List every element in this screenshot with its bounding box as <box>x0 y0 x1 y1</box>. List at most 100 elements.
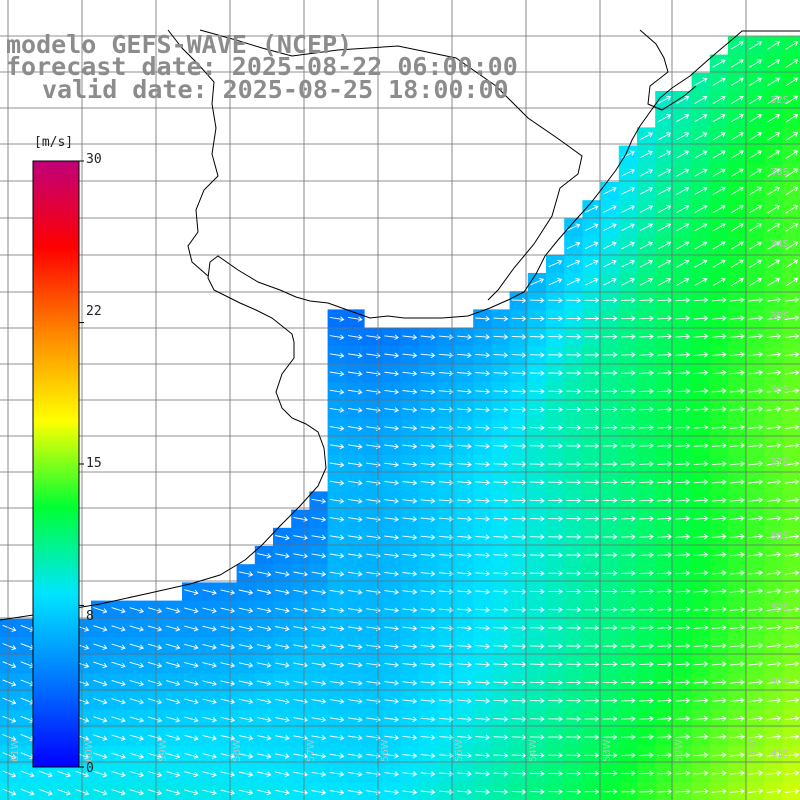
wind-arrow <box>438 534 454 540</box>
wind-arrow <box>675 734 691 740</box>
wind-arrow <box>548 443 563 449</box>
colorbar-tick-label: 30 <box>86 152 102 167</box>
wind-arrow <box>584 388 600 395</box>
wind-arrow <box>438 607 454 613</box>
wind-arrow <box>675 606 691 613</box>
wind-arrow <box>675 770 691 777</box>
wind-arrow <box>676 150 690 159</box>
colorbar-tick-label: 8 <box>86 609 94 624</box>
wind-arrow <box>785 186 799 196</box>
wind-arrow <box>639 259 654 268</box>
wind-arrow <box>329 643 345 650</box>
wind-arrow <box>584 716 600 722</box>
wind-arrow <box>639 679 654 686</box>
wind-arrow <box>257 716 272 723</box>
wind-arrow <box>766 624 782 631</box>
wind-arrow <box>639 388 654 394</box>
wind-arrow <box>749 59 762 68</box>
wind-arrow <box>712 114 726 123</box>
wind-arrow <box>639 752 654 758</box>
wind-arrow <box>111 625 126 632</box>
wind-arrow <box>767 132 781 141</box>
wind-speed-cell <box>273 782 292 800</box>
wind-arrow <box>147 625 163 632</box>
wind-arrow <box>785 150 799 159</box>
wind-arrow <box>93 679 108 687</box>
wind-arrow <box>620 606 636 613</box>
wind-arrow <box>257 753 272 759</box>
wind-arrow <box>329 389 345 395</box>
wind-arrow <box>129 734 144 741</box>
wind-arrow <box>676 223 690 232</box>
wind-arrow <box>693 515 709 522</box>
wind-arrow <box>457 370 472 377</box>
wind-arrow <box>457 534 472 540</box>
wind-arrow <box>693 643 709 649</box>
wind-arrow <box>311 680 327 686</box>
wind-arrow <box>220 771 236 778</box>
wind-arrow <box>711 697 727 704</box>
wind-arrow <box>329 680 345 686</box>
wind-arrow <box>602 515 618 522</box>
wind-arrow <box>657 624 673 631</box>
wind-arrow <box>384 407 399 413</box>
wind-arrow <box>457 352 472 358</box>
wind-arrow <box>438 789 454 795</box>
wind-arrow <box>311 571 327 577</box>
wind-arrow <box>767 59 781 68</box>
wind-arrow <box>147 698 163 705</box>
wind-arrow <box>693 679 709 685</box>
wind-arrow <box>584 570 600 577</box>
wind-arrow <box>293 716 308 723</box>
wind-arrow <box>784 406 800 412</box>
wind-arrow <box>602 570 618 576</box>
wind-arrow <box>693 388 709 394</box>
latitude-label: 38S <box>770 531 789 542</box>
wind-arrow <box>749 277 762 287</box>
wind-arrow <box>275 662 290 668</box>
wind-arrow <box>548 552 563 558</box>
wind-arrow <box>767 277 781 287</box>
wind-arrow <box>693 715 709 722</box>
wind-arrow <box>384 425 399 431</box>
wind-arrow <box>766 460 782 467</box>
wind-arrow <box>749 113 762 123</box>
wind-arrow <box>329 771 345 777</box>
wind-arrow <box>730 697 745 704</box>
wind-arrow <box>329 480 345 486</box>
longitude-label: 54W <box>528 739 539 762</box>
wind-arrow <box>566 497 582 504</box>
wind-arrow <box>529 334 545 340</box>
wind-arrow <box>657 497 673 504</box>
wind-arrow <box>384 589 399 595</box>
wind-arrow <box>438 771 454 777</box>
longitude-label: 58W <box>232 739 243 762</box>
wind-arrow <box>347 625 363 632</box>
wind-arrow <box>693 697 709 704</box>
wind-arrow <box>347 425 363 432</box>
wind-arrow <box>566 552 582 558</box>
wind-arrow <box>711 461 727 467</box>
wind-arrow <box>493 625 509 631</box>
wind-arrow <box>694 114 708 123</box>
wind-arrow <box>475 716 491 722</box>
wind-arrow <box>784 460 800 467</box>
wind-arrows <box>2 41 800 796</box>
wind-arrow <box>620 716 636 722</box>
wind-arrow <box>585 205 599 213</box>
wind-arrow <box>730 788 745 795</box>
wind-arrow <box>784 533 800 540</box>
wind-arrow <box>475 516 491 522</box>
wind-arrow <box>748 515 764 522</box>
wind-arrow <box>329 407 345 413</box>
wind-arrow <box>566 259 581 268</box>
wind-arrow <box>275 753 290 759</box>
wind-arrow <box>730 715 745 722</box>
wind-speed-cell <box>36 782 56 800</box>
river-border-right <box>199 29 583 301</box>
wind-arrow <box>566 241 581 250</box>
wind-arrow <box>184 643 199 650</box>
wind-arrow <box>748 570 764 576</box>
wind-arrow <box>347 389 363 395</box>
wind-arrow <box>766 497 782 503</box>
